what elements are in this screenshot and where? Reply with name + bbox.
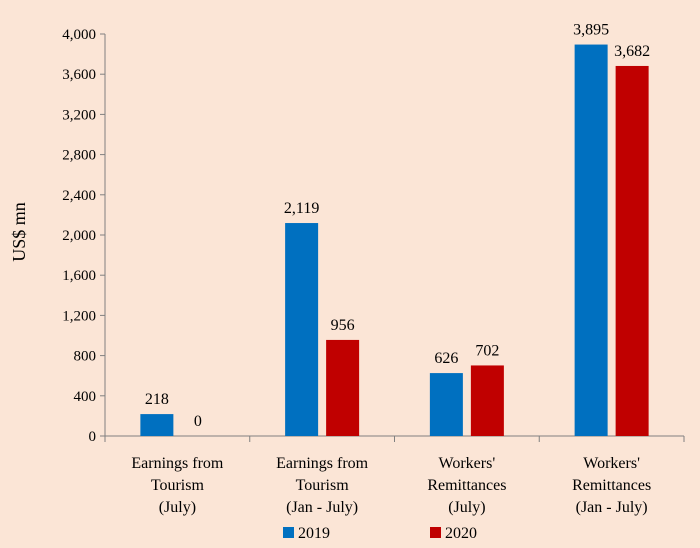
y-tick-label: 2,000 [62,228,96,244]
bar-2020-3 [615,65,649,437]
y-tick-label: 800 [74,349,97,365]
bars [140,44,649,437]
bar-2020-2 [470,365,504,436]
legend-swatch-2019 [283,527,294,538]
data-label-2020-1: 956 [331,317,355,334]
axes: 0 400 800 1,200 1,600 2,000 2,400 2,800 3,200 3,6… [62,27,685,445]
legend-label-2020: 2020 [445,525,477,542]
category-label-1: Earnings from Tourism (Jan - July) [276,455,369,516]
y-tick-label: 1,600 [62,268,96,284]
category-label-2: Workers' Remittances (July) [427,455,506,516]
legend-label-2019: 2019 [298,525,330,542]
y-tick-label: 2,800 [62,148,96,164]
bar-2019-0 [140,414,174,436]
data-label-2019-0: 218 [145,391,169,408]
data-label-2019-1: 2,119 [284,200,319,217]
data-label-2020-3: 3,682 [614,43,650,60]
y-tick-label: 1,200 [62,308,96,324]
category-labels: Earnings from Tourism (July) Earnings from T… [131,455,651,516]
y-tick-label: 2,400 [62,188,96,204]
data-label-2020-0: 0 [194,413,202,430]
legend-swatch-2020 [430,527,441,538]
bar-2019-3 [574,44,608,437]
y-tick-label: 0 [89,429,97,445]
legend: 2019 2020 [283,525,477,542]
data-labels: 218 2,119 626 3,895 0 956 702 3,682 [145,22,650,430]
y-tick-label: 400 [74,389,97,405]
data-label-2019-3: 3,895 [573,22,609,39]
bar-2019-1 [285,223,319,436]
data-label-2020-2: 702 [475,342,499,359]
y-tick-label: 3,600 [62,67,96,83]
bar-2019-2 [429,373,463,436]
y-tick-label: 4,000 [62,27,96,43]
category-label-0: Earnings from Tourism (July) [131,455,224,516]
bar-2020-1 [326,339,360,436]
y-axis-label: US$ mn [9,202,29,262]
data-label-2019-2: 626 [434,350,458,367]
category-label-3: Workers' Remittances (Jan - July) [572,455,651,516]
y-tick-label: 3,200 [62,107,96,123]
